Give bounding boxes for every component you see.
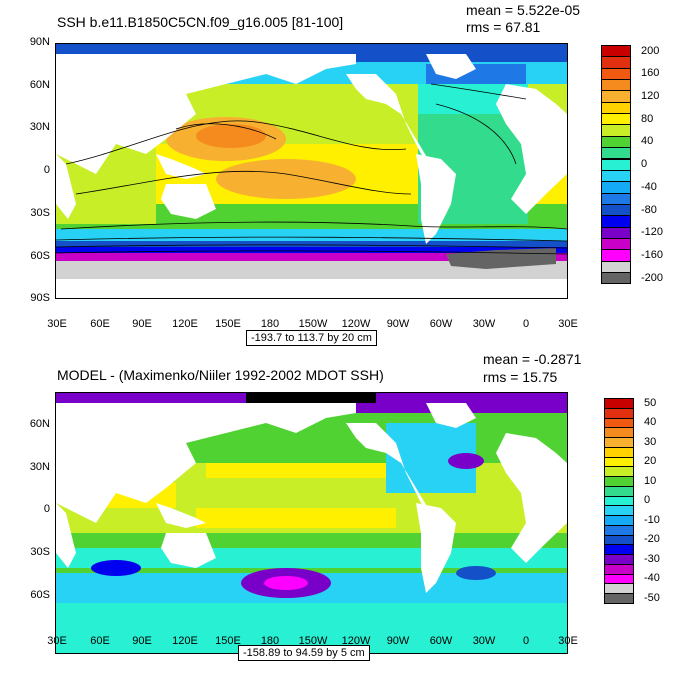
ssh-lon-label: 180 bbox=[260, 318, 280, 330]
difference-colorbar-label: 50 bbox=[644, 396, 657, 409]
ssh-lat-label: 60N bbox=[29, 79, 50, 91]
ssh-lon-label: 90E bbox=[132, 318, 152, 330]
difference-colorbar-label: -20 bbox=[644, 533, 660, 546]
ssh-contour-range: -193.7 to 113.7 by 20 cm bbox=[246, 330, 377, 346]
ssh-colorbar-label: -120 bbox=[641, 226, 664, 239]
difference-colorbar-swatch bbox=[604, 593, 634, 604]
difference-lon-label: 30E bbox=[558, 635, 578, 647]
ssh-colorbar-label: -40 bbox=[641, 180, 657, 193]
difference-lon-label: 60E bbox=[90, 635, 110, 647]
difference-colorbar-label: 0 bbox=[644, 494, 651, 507]
difference-lon-label: 30E bbox=[47, 635, 67, 647]
ssh-lon-label: 60W bbox=[429, 318, 453, 330]
ssh-lat-label: 0 bbox=[43, 164, 50, 176]
difference-rms: rms = 15.75 bbox=[483, 369, 558, 385]
ssh-colorbar-label: 80 bbox=[641, 112, 654, 125]
difference-lon-label: 30W bbox=[472, 635, 496, 647]
difference-lon-label: 0 bbox=[522, 635, 530, 647]
difference-map bbox=[55, 392, 568, 654]
difference-lon-label: 60W bbox=[429, 635, 453, 647]
difference-colorbar-label: 20 bbox=[644, 455, 657, 468]
ssh-lon-label: 30E bbox=[558, 318, 578, 330]
ssh-lat-label: 90S bbox=[30, 292, 50, 304]
ssh-map bbox=[55, 43, 568, 299]
difference-lat-label: 30S bbox=[30, 546, 50, 558]
ssh-lat-label: 60S bbox=[30, 250, 50, 262]
difference-colorbar-label: 10 bbox=[644, 474, 657, 487]
ssh-mean: mean = 5.522e-05 bbox=[466, 2, 581, 18]
ssh-lat-label: 30S bbox=[30, 207, 50, 219]
difference-lon-label: 180 bbox=[260, 635, 280, 647]
ssh-lon-label: 90W bbox=[386, 318, 410, 330]
ssh-colorbar-label: 200 bbox=[641, 44, 660, 57]
ssh-lat-label: 30N bbox=[29, 121, 50, 133]
difference-lon-label: 120E bbox=[172, 635, 198, 647]
difference-lon-label: 150W bbox=[298, 635, 328, 647]
difference-lat-label: 0 bbox=[43, 503, 50, 515]
ssh-map-field bbox=[56, 44, 567, 298]
ssh-lon-label: 60E bbox=[90, 318, 110, 330]
ssh-lon-label: 150E bbox=[215, 318, 241, 330]
ssh-colorbar-label: 160 bbox=[641, 67, 660, 80]
ssh-panel: SSH b.e11.B1850C5CN.f09_g16.005 [81-100]… bbox=[0, 0, 700, 346]
difference-panel: MODEL - (Maximenko/Niiler 1992-2002 MDOT… bbox=[0, 345, 700, 700]
ssh-lat-label: 90N bbox=[29, 36, 50, 48]
difference-lat-label: 60S bbox=[30, 589, 50, 601]
ssh-rms: rms = 67.81 bbox=[466, 19, 541, 35]
difference-colorbar-label: -50 bbox=[644, 591, 660, 604]
difference-panel-title: MODEL - (Maximenko/Niiler 1992-2002 MDOT… bbox=[57, 367, 384, 383]
ssh-lon-label: 30E bbox=[47, 318, 67, 330]
difference-colorbar-label: -30 bbox=[644, 552, 660, 565]
difference-lon-label: 90W bbox=[386, 635, 410, 647]
difference-lon-label: 120W bbox=[341, 635, 371, 647]
difference-contour-range: -158.89 to 94.59 by 5 cm bbox=[238, 645, 370, 661]
ssh-lon-label: 120W bbox=[341, 318, 371, 330]
difference-lat-label: 30N bbox=[29, 461, 50, 473]
ssh-colorbar-label: -80 bbox=[641, 203, 657, 216]
ssh-colorbar-label: -160 bbox=[641, 248, 664, 261]
difference-mean: mean = -0.2871 bbox=[483, 351, 582, 367]
difference-map-field bbox=[56, 393, 567, 653]
ssh-lon-label: 30W bbox=[472, 318, 496, 330]
ssh-lon-label: 0 bbox=[522, 318, 530, 330]
ssh-panel-title: SSH b.e11.B1850C5CN.f09_g16.005 [81-100] bbox=[57, 14, 344, 30]
ssh-colorbar-label: 120 bbox=[641, 90, 660, 103]
difference-colorbar-label: 30 bbox=[644, 435, 657, 448]
difference-colorbar-label: 40 bbox=[644, 416, 657, 429]
ssh-colorbar-label: 0 bbox=[641, 158, 648, 171]
difference-lat-label: 60N bbox=[29, 418, 50, 430]
ssh-colorbar-label: 40 bbox=[641, 135, 654, 148]
difference-colorbar-label: -40 bbox=[644, 572, 660, 585]
ssh-lon-label: 150W bbox=[298, 318, 328, 330]
ssh-lon-label: 120E bbox=[172, 318, 198, 330]
ssh-colorbar-label: -200 bbox=[641, 271, 664, 284]
difference-colorbar-label: -10 bbox=[644, 513, 660, 526]
difference-lon-label: 90E bbox=[132, 635, 152, 647]
difference-lon-label: 150E bbox=[215, 635, 241, 647]
ssh-colorbar-swatch bbox=[601, 272, 631, 285]
